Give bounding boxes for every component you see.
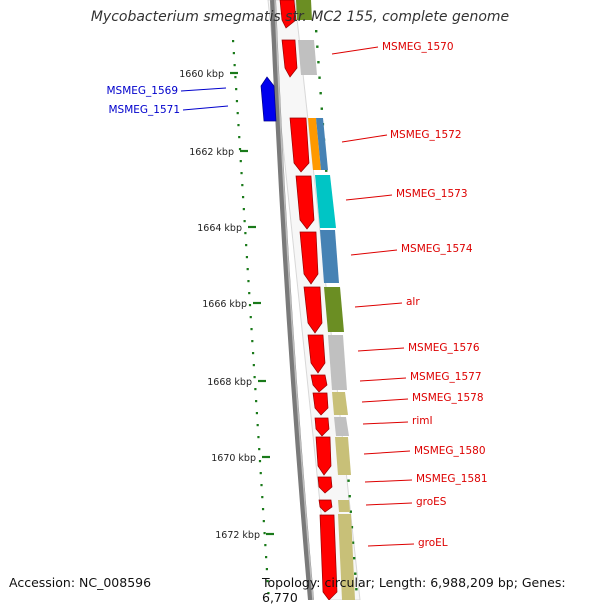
gene-arrow-groes — [318, 499, 333, 513]
gene-label-forward[interactable]: alr — [406, 296, 420, 308]
map-title: Mycobacterium smegmatis str. MC2 155, co… — [90, 9, 510, 25]
scale-tick-label: 1672 kbp — [215, 530, 260, 541]
label-leader-line — [359, 377, 407, 382]
gene-arrow-msmeg-1580 — [315, 436, 332, 476]
label-leader-line — [363, 450, 411, 455]
scale-tick-label: 1662 kbp — [189, 147, 234, 158]
cog-color-track — [296, 0, 355, 600]
gene-label-forward[interactable]: groES — [416, 496, 447, 508]
label-leader-line — [364, 479, 413, 483]
label-leader-line — [354, 302, 403, 308]
gene-label-forward[interactable]: MSMEG_1576 — [408, 342, 480, 354]
gene-arrow-msmeg-1576 — [307, 334, 326, 374]
gene-label-forward[interactable]: MSMEG_1577 — [410, 371, 482, 383]
gene-labels: MSMEG_1570 MSMEG_1572 MSMEG_1573 MSMEG_1574… — [106, 41, 487, 549]
label-leader-line — [331, 46, 379, 55]
label-leader-line — [180, 87, 227, 92]
label-leader-line — [362, 421, 409, 425]
scale-tick-label: 1670 kbp — [211, 453, 256, 464]
label-leader-line — [345, 194, 393, 201]
gene-label-forward[interactable]: MSMEG_1574 — [401, 243, 473, 255]
gene-label-forward[interactable]: MSMEG_1572 — [390, 129, 462, 141]
genome-backbone — [270, 0, 314, 600]
label-leaders — [180, 46, 415, 547]
gene-arrow-msmeg-1570b — [281, 39, 298, 78]
scale-ticks: 1660 kbp 1662 kbp 1664 kbp 1666 kbp 1668 kbp… — [179, 69, 274, 541]
gene-arrow-msmeg-1578 — [312, 392, 329, 416]
gene-arrow-alr — [303, 286, 323, 334]
gene-label-forward[interactable]: MSMEG_1578 — [412, 392, 484, 404]
label-leader-line — [365, 502, 413, 506]
gene-arrow-msmeg-1572 — [289, 117, 310, 173]
gene-arrow-msmeg-1571 — [260, 76, 277, 122]
accession-label: Accession: NC_008596 — [9, 575, 152, 590]
genome-summary: Topology: circular; Length: 6,988,209 bp… — [262, 575, 566, 605]
scale-tick-label: 1664 kbp — [197, 223, 242, 234]
reverse-gene-track — [260, 76, 277, 122]
label-leader-line — [182, 105, 229, 111]
gene-label-reverse[interactable]: MSMEG_1569 — [106, 85, 178, 97]
scale-tick-label: 1668 kbp — [207, 377, 252, 388]
gene-arrow-msmeg-1581 — [317, 476, 333, 494]
gene-label-reverse[interactable]: MSMEG_1571 — [108, 104, 180, 116]
scale-tick-label: 1660 kbp — [179, 69, 224, 80]
gene-arrow-msmeg-1573 — [295, 175, 315, 230]
gene-label-forward[interactable]: MSMEG_1581 — [416, 473, 488, 485]
label-leader-line — [357, 347, 405, 352]
gene-label-forward[interactable]: groEL — [418, 537, 448, 549]
label-leader-line — [341, 134, 388, 143]
gene-arrow-groel — [319, 514, 338, 600]
gene-label-forward[interactable]: MSMEG_1580 — [414, 445, 486, 457]
label-leader-line — [361, 398, 409, 403]
gene-arrow-rimi — [314, 417, 330, 437]
label-leader-line — [350, 249, 398, 256]
label-leader-line — [367, 543, 415, 547]
gene-label-forward[interactable]: rimI — [412, 415, 433, 427]
forward-gene-track — [279, 0, 338, 600]
gene-label-forward[interactable]: MSMEG_1570 — [382, 41, 454, 53]
gene-label-forward[interactable]: MSMEG_1573 — [396, 188, 468, 200]
scale-tick-label: 1666 kbp — [202, 299, 247, 310]
gene-arrow-msmeg-1577 — [310, 374, 328, 393]
gene-arrow-msmeg-1574 — [299, 231, 319, 285]
gene-arrow-msmeg-1570 — [279, 0, 297, 29]
